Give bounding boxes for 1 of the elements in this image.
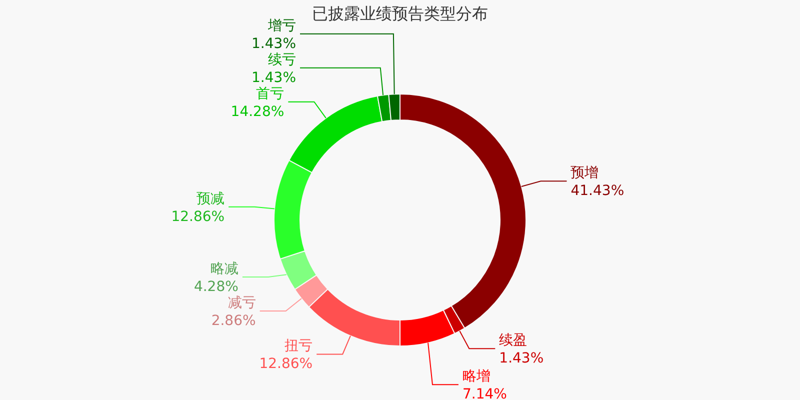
chart-title: 已披露业绩预告类型分布 bbox=[312, 4, 488, 23]
